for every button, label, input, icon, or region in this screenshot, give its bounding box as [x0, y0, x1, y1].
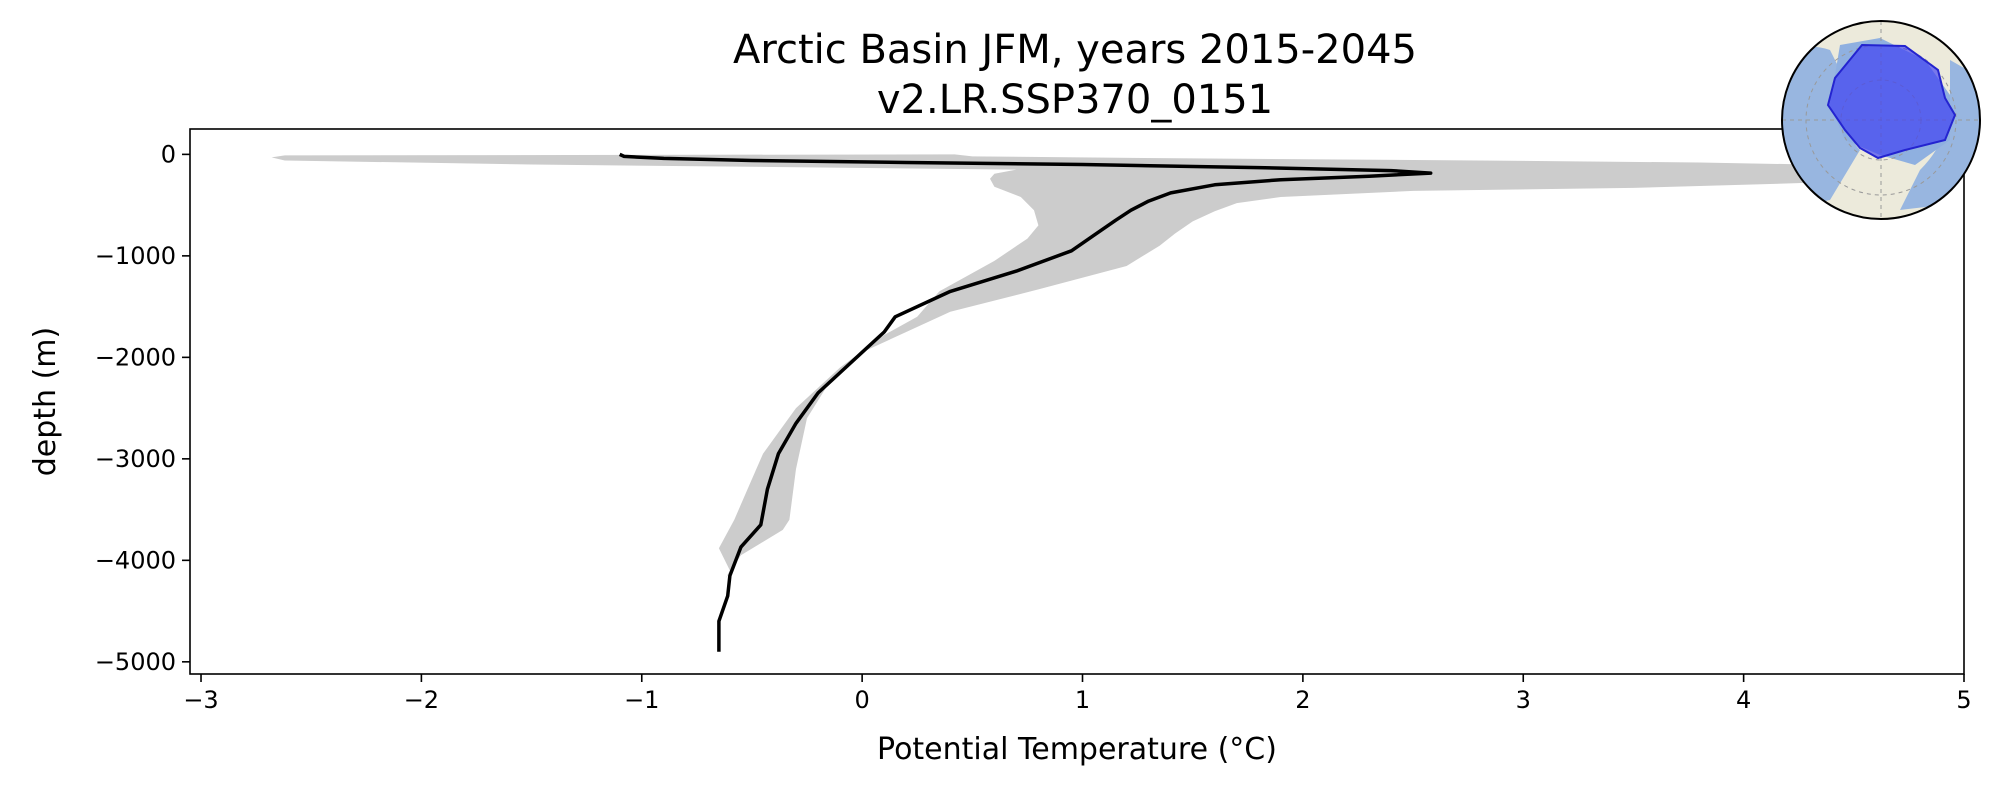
- y-tick-label: −1000: [95, 242, 176, 270]
- x-tick-label: 0: [854, 686, 869, 714]
- y-axis-label: depth (m): [28, 327, 63, 477]
- x-tick-label: 2: [1295, 686, 1310, 714]
- y-tick-label: −3000: [95, 445, 176, 473]
- x-tick-label: −2: [404, 686, 439, 714]
- y-tick-label: −2000: [95, 343, 176, 371]
- x-tick-label: 4: [1736, 686, 1751, 714]
- map-border: [1781, 20, 1981, 220]
- y-tick-label: 0: [161, 140, 176, 168]
- mean-profile-line: [618, 152, 1433, 652]
- y-tick-label: −4000: [95, 546, 176, 574]
- range-band: [271, 154, 1898, 579]
- map-ocean-east: [1900, 60, 1980, 210]
- x-tick-label: 1: [1075, 686, 1090, 714]
- plot-area: −3 −2 −1 0 1 2 3 4 5 0 −1000 −2000 −3000 −4000 −5000 Po…: [28, 128, 1972, 767]
- x-tick-label: −3: [183, 686, 218, 714]
- x-tick-label: 3: [1516, 686, 1531, 714]
- y-tick-label: −5000: [95, 648, 176, 676]
- arctic-basin-region: [1826, 43, 1957, 160]
- x-tick-label: −1: [624, 686, 659, 714]
- chart-title: Arctic Basin JFM, years 2015-2045: [733, 27, 1417, 73]
- x-axis-label: Potential Temperature (°C): [877, 732, 1277, 767]
- x-tick-label: 5: [1956, 686, 1971, 714]
- chart-subtitle: v2.LR.SSP370_0151: [877, 77, 1273, 123]
- plot-frame: [189, 128, 1965, 675]
- region-map-inset: [1781, 20, 1981, 220]
